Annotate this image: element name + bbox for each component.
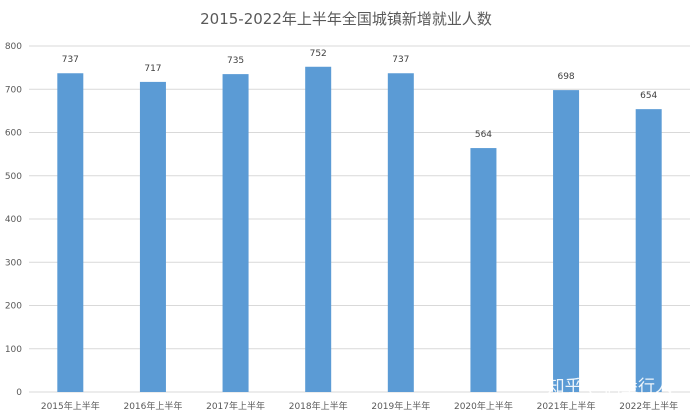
x-tick-label: 2020年上半年 — [454, 400, 513, 412]
data-label: 737 — [62, 55, 79, 65]
bar — [139, 81, 166, 393]
data-label: 654 — [640, 91, 657, 101]
data-label: 735 — [227, 56, 244, 66]
data-label: 717 — [144, 64, 161, 74]
bar — [553, 90, 580, 393]
y-tick-label: 500 — [5, 172, 22, 182]
y-tick-label: 400 — [5, 215, 22, 225]
x-tick-label: 2022年上半年 — [619, 400, 678, 412]
x-tick-label: 2017年上半年 — [206, 400, 265, 412]
chart-title: 2015-2022年上半年全国城镇新增就业人数 — [200, 10, 492, 28]
x-tick-label: 2016年上半年 — [123, 400, 182, 412]
bar — [57, 73, 84, 392]
x-tick-label: 2015年上半年 — [41, 400, 100, 412]
data-label: 564 — [475, 130, 492, 140]
x-tick-label: 2019年上半年 — [371, 400, 430, 412]
x-tick-label: 2018年上半年 — [289, 400, 348, 412]
y-tick-label: 200 — [5, 302, 22, 312]
y-tick-label: 600 — [5, 129, 22, 139]
data-label: 752 — [310, 49, 327, 59]
bar — [387, 73, 414, 392]
data-label: 737 — [392, 55, 409, 65]
y-tick-label: 700 — [5, 85, 22, 95]
y-tick-label: 800 — [5, 42, 22, 52]
bar — [222, 74, 249, 393]
x-tick-label: 2021年上半年 — [537, 400, 596, 412]
y-tick-label: 100 — [5, 345, 22, 355]
data-label: 698 — [557, 72, 574, 82]
bar — [305, 66, 332, 392]
bar — [635, 109, 662, 393]
y-tick-label: 0 — [16, 388, 22, 398]
bar — [470, 148, 497, 392]
y-tick-label: 300 — [5, 258, 22, 268]
watermark-text: 知乎 @高堡行人 — [548, 377, 672, 397]
